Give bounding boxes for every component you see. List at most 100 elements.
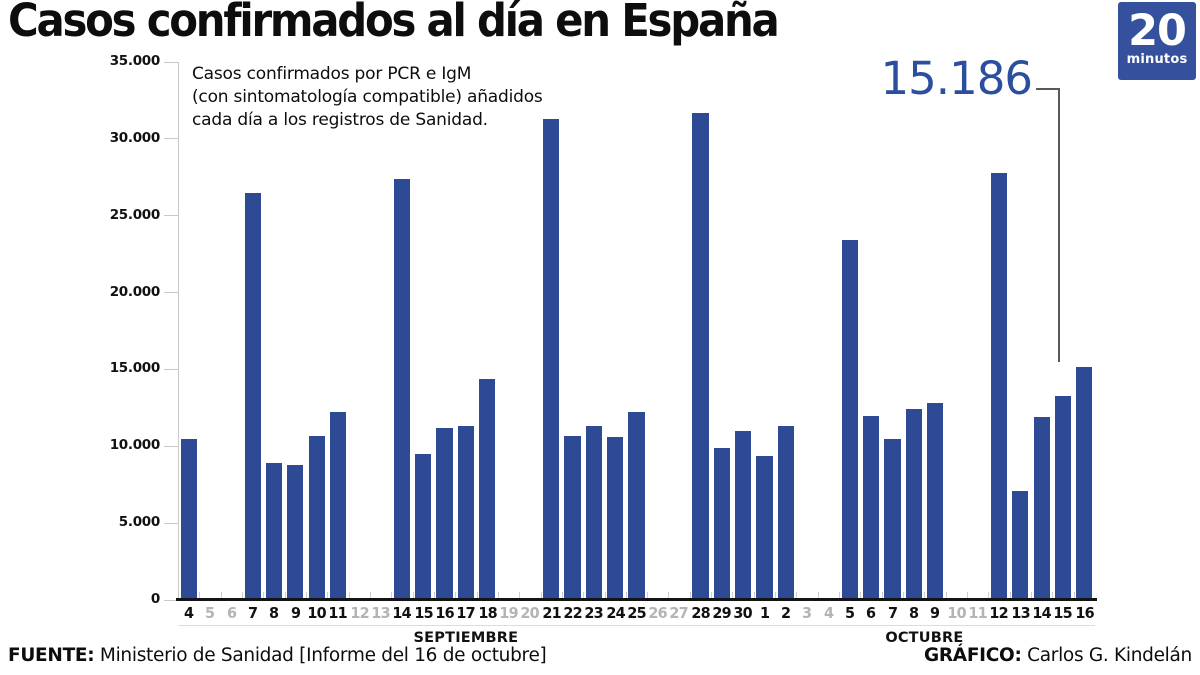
x-boundary-tick [796, 592, 798, 600]
day-label-octubre-16: 16 [1075, 604, 1094, 622]
bar-octubre-13 [1012, 490, 1029, 600]
day-label-octubre-2: 2 [781, 604, 791, 622]
callout-line-horizontal [1036, 88, 1060, 90]
bar-septiembre-15 [415, 453, 432, 600]
day-label-septiembre-27: 27 [669, 604, 689, 622]
x-boundary-tick [284, 592, 286, 600]
x-boundary-tick [476, 592, 478, 600]
x-boundary-tick [604, 592, 606, 600]
x-boundary-tick [775, 592, 777, 600]
x-boundary-tick [327, 592, 329, 600]
x-boundary-tick [711, 592, 713, 600]
day-label-octubre-8: 8 [909, 604, 919, 622]
x-boundary-tick [1009, 592, 1011, 600]
source-text: Ministerio de Sanidad [Informe del 16 de… [94, 645, 547, 666]
bar-septiembre-28 [692, 112, 709, 600]
day-label-octubre-5: 5 [845, 604, 855, 622]
day-label-septiembre-21: 21 [541, 604, 561, 622]
note-line-2: (con sintomatología compatible) añadidos [192, 87, 543, 107]
bar-octubre-14 [1033, 417, 1050, 600]
x-boundary-tick [519, 592, 521, 600]
x-boundary-tick [732, 592, 734, 600]
day-label-octubre-7: 7 [887, 604, 898, 622]
x-boundary-tick [817, 592, 819, 600]
day-label-octubre-4: 4 [823, 604, 834, 622]
day-label-septiembre-8: 8 [269, 604, 279, 622]
bar-septiembre-4 [180, 438, 197, 600]
bar-septiembre-17 [457, 426, 474, 600]
y-axis-tick [164, 599, 178, 601]
day-label-octubre-12: 12 [989, 604, 1009, 622]
callout-line-vertical [1058, 88, 1060, 362]
x-label-rule [178, 625, 1095, 626]
bar-octubre-12 [990, 172, 1008, 600]
day-label-septiembre-6: 6 [226, 604, 237, 622]
bar-septiembre-14 [393, 178, 411, 600]
day-label-septiembre-16: 16 [435, 604, 454, 622]
x-boundary-tick [241, 592, 243, 600]
x-boundary-tick [988, 592, 990, 600]
day-label-octubre-1: 1 [759, 604, 770, 622]
x-boundary-tick [647, 592, 649, 600]
bar-octubre-1 [756, 455, 773, 600]
bar-octubre-6 [862, 415, 880, 600]
y-axis-line [178, 62, 179, 600]
bar-septiembre-21 [543, 118, 560, 600]
x-boundary-tick [1031, 592, 1033, 600]
x-boundary-tick [860, 592, 862, 600]
bar-septiembre-29 [713, 447, 730, 600]
month-label-octubre: OCTUBRE [885, 630, 964, 646]
day-label-septiembre-10: 10 [307, 604, 326, 622]
x-boundary-tick [967, 592, 969, 600]
day-label-septiembre-12: 12 [349, 604, 369, 622]
x-boundary-tick [839, 592, 841, 600]
bar-septiembre-11 [329, 412, 347, 600]
day-label-octubre-3: 3 [802, 604, 812, 622]
credit-label: GRÁFICO: [923, 645, 1022, 666]
x-boundary-tick [497, 592, 499, 600]
x-boundary-tick [412, 592, 414, 600]
plot-area: 0 5.000 10.000 15.000 20.000 25.000 30.000 35.0… [110, 53, 1097, 646]
y-axis-tick-label: 30.000 [109, 129, 161, 146]
bar-octubre-8 [905, 409, 922, 600]
x-boundary-tick [924, 592, 926, 600]
x-boundary-tick [263, 592, 265, 600]
chart-note: Casos confirmados por PCR e IgM (con sin… [192, 63, 543, 132]
bar-septiembre-24 [607, 437, 624, 600]
x-boundary-tick [391, 592, 393, 600]
x-boundary-tick [561, 592, 563, 600]
day-label-septiembre-20: 20 [520, 604, 540, 622]
x-axis-line [176, 598, 1097, 601]
day-label-septiembre-25: 25 [627, 604, 646, 622]
x-boundary-tick [1052, 592, 1054, 600]
bar-septiembre-7 [244, 192, 261, 600]
day-label-septiembre-15: 15 [413, 604, 433, 622]
credit-text: Carlos G. Kindelán [1021, 645, 1192, 666]
y-axis-tick [164, 61, 178, 63]
bar-septiembre-16 [436, 427, 453, 600]
bar-septiembre-9 [287, 464, 304, 600]
x-boundary-tick [348, 592, 350, 600]
day-label-septiembre-4: 4 [184, 604, 194, 622]
day-label-septiembre-9: 9 [290, 604, 301, 622]
x-boundary-tick [305, 592, 307, 600]
month-label-septiembre: SEPTIEMBRE [413, 630, 519, 646]
y-axis-tick [164, 368, 178, 370]
day-label-octubre-11: 11 [968, 604, 987, 622]
day-label-septiembre-17: 17 [456, 604, 476, 622]
day-label-septiembre-7: 7 [247, 604, 258, 622]
day-label-septiembre-14: 14 [392, 604, 412, 622]
day-label-septiembre-30: 30 [733, 604, 753, 622]
y-axis-tick-label: 35.000 [109, 53, 161, 69]
bar-septiembre-10 [308, 435, 325, 600]
day-label-septiembre-18: 18 [477, 604, 497, 622]
graphic-credit: GRÁFICO: Carlos G. Kindelán [924, 645, 1192, 666]
day-label-septiembre-28: 28 [691, 604, 710, 622]
bar-octubre-5 [841, 240, 858, 600]
bar-octubre-7 [884, 438, 901, 600]
day-label-octubre-10: 10 [947, 604, 966, 622]
x-boundary-tick [1073, 592, 1075, 600]
bar-septiembre-30 [735, 430, 752, 600]
x-boundary-tick [881, 592, 883, 600]
